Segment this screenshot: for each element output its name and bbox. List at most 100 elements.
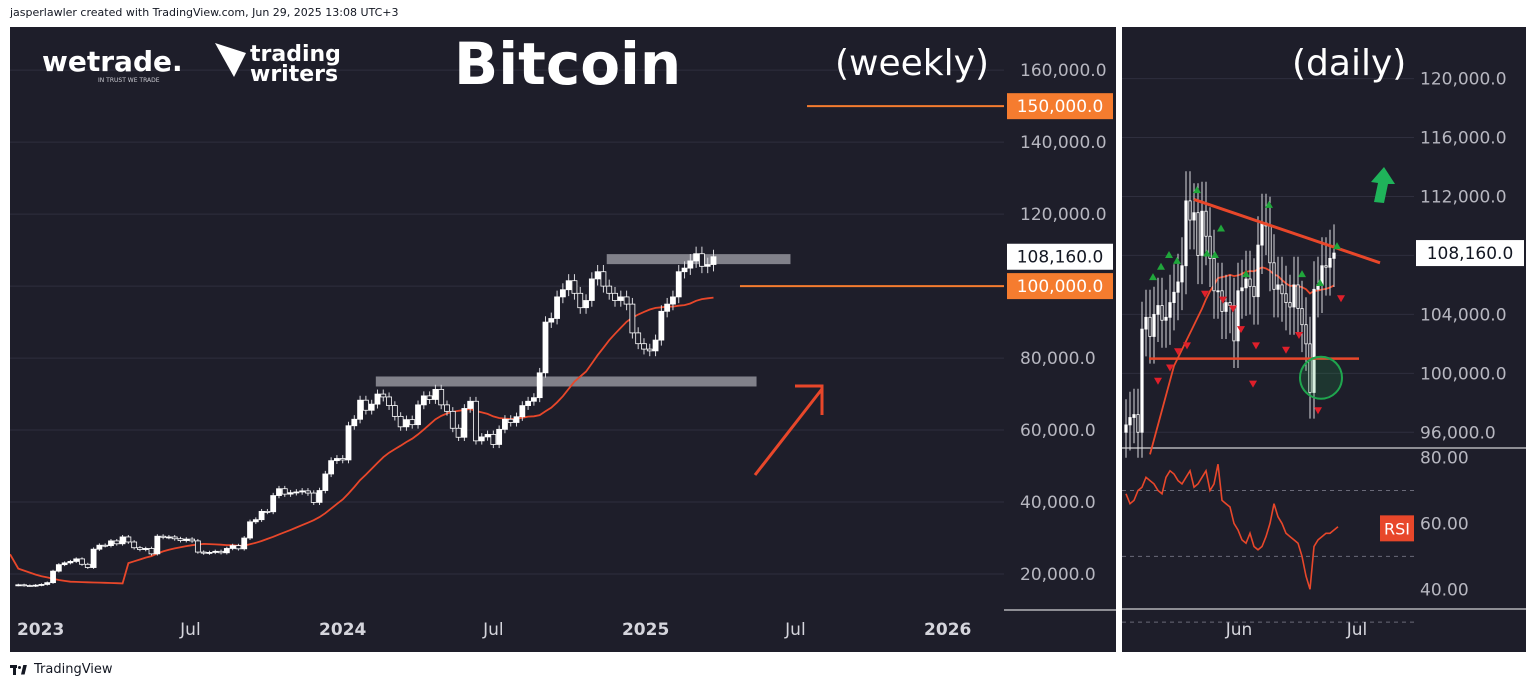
candle-body (438, 388, 445, 406)
daily-y-tick: 112,000.0 (1420, 187, 1507, 207)
candle-body (699, 253, 705, 267)
candle-body (1312, 288, 1316, 393)
candle-body (1124, 424, 1128, 433)
candle-body (154, 535, 161, 555)
candle-body (44, 582, 51, 585)
candle-body (362, 399, 369, 411)
weekly-price-label-bg (1007, 243, 1113, 270)
daily-up-fractal-icon (1157, 262, 1165, 270)
candle-body (623, 296, 630, 305)
candle-body (15, 584, 22, 587)
daily-down-fractal-icon (1252, 342, 1260, 350)
candle-body (484, 433, 491, 438)
candle-body (32, 584, 39, 587)
candle-body (142, 548, 149, 550)
candle-body (629, 303, 636, 334)
candle-body (461, 408, 468, 438)
candle-body (26, 585, 33, 587)
candle-body (108, 540, 114, 546)
candle-body (1172, 291, 1176, 303)
weekly-y-tick: 120,000.0 (1020, 205, 1107, 225)
candle-body (339, 458, 346, 461)
candle-body (241, 537, 248, 550)
candle-body (467, 400, 474, 409)
candle-body (61, 562, 68, 566)
tradingview-label: TradingView (34, 662, 113, 677)
candle-body (1244, 278, 1248, 289)
candle-body (276, 488, 282, 496)
weekly-x-tick: 2025 (622, 620, 669, 640)
candle-body (357, 399, 363, 420)
daily-up-fractal-icon (1149, 273, 1157, 281)
candle-body (148, 548, 155, 555)
daily-down-fractal-icon (1183, 342, 1191, 350)
candle-body (641, 343, 647, 350)
candle-body (530, 397, 537, 402)
candle-body (310, 492, 317, 503)
daily-price-label-bg (1416, 240, 1524, 267)
daily-y-tick: 96,000.0 (1420, 423, 1496, 443)
candle-body (1152, 313, 1156, 337)
candle-body (38, 584, 45, 586)
weekly-x-tick: 2026 (924, 620, 971, 640)
weekly-x-tick: 2023 (17, 620, 64, 640)
weekly-level-label: 100,000.0 (1017, 277, 1104, 297)
daily-background (1122, 27, 1526, 652)
candle-body (403, 419, 410, 428)
candle-body (334, 458, 340, 462)
candle-body (588, 278, 595, 301)
candle-body (206, 552, 213, 554)
trading-writers-logo-line1: trading (250, 42, 341, 67)
candle-body (287, 492, 294, 495)
weekly-chart[interactable]: 20,000.0 40,000.0 60,000.0 80,000.0 100,000.… (10, 27, 1116, 652)
weekly-y-tick: 140,000.0 (1020, 133, 1107, 153)
weekly-subtitle: (weekly) (835, 43, 989, 84)
daily-highlight-circle (1299, 355, 1343, 400)
candle-body (670, 296, 676, 305)
wetrade-logo: wetrade. (42, 45, 183, 78)
candle-body (229, 545, 236, 549)
weekly-background (10, 27, 1116, 652)
tradingview-footer[interactable]: TradingView (10, 662, 113, 677)
candle-body (675, 271, 682, 298)
candle-body (1216, 290, 1220, 293)
candle-body (664, 303, 671, 312)
candle-body (235, 545, 242, 550)
candle-body (1144, 316, 1148, 330)
candle-body (21, 584, 27, 587)
candle-body (1224, 302, 1228, 312)
candle-body (455, 427, 462, 438)
candle-body (606, 285, 613, 294)
candle-body (252, 519, 259, 523)
candle-body (1268, 225, 1272, 264)
rsi-y-tick: 60.00 (1420, 514, 1469, 534)
candle-body (73, 558, 80, 562)
weekly-level-label-bg (1007, 273, 1113, 300)
candle-body (316, 490, 323, 503)
candle-body (658, 310, 665, 341)
candle-body (1260, 222, 1264, 246)
candle-body (1140, 328, 1144, 433)
weekly-price-label: 108,160.0 (1017, 248, 1104, 268)
candle-body (1200, 210, 1204, 256)
candle-body (1168, 302, 1172, 318)
candle-body (409, 419, 416, 426)
candle-body (415, 404, 421, 426)
candle-body (386, 396, 392, 406)
candle-body (223, 548, 230, 554)
daily-up-fractal-icon (1217, 224, 1225, 232)
candle-body (693, 253, 700, 262)
weekly-y-tick: 80,000.0 (1020, 349, 1096, 369)
daily-down-fractal-icon (1154, 377, 1162, 385)
candle-body (67, 561, 74, 564)
candle-body (351, 418, 358, 427)
weekly-moving-average (10, 296, 714, 585)
candle-body (1192, 212, 1196, 221)
daily-chart[interactable]: 96,000.0100,000.0104,000.0108,000.0112,0… (1122, 27, 1526, 652)
weekly-resistance-zone (375, 376, 757, 387)
candle-body (594, 271, 601, 280)
candle-body (449, 410, 456, 429)
candle-body (90, 548, 97, 568)
candle-body (131, 541, 138, 549)
candle-body (513, 416, 520, 423)
